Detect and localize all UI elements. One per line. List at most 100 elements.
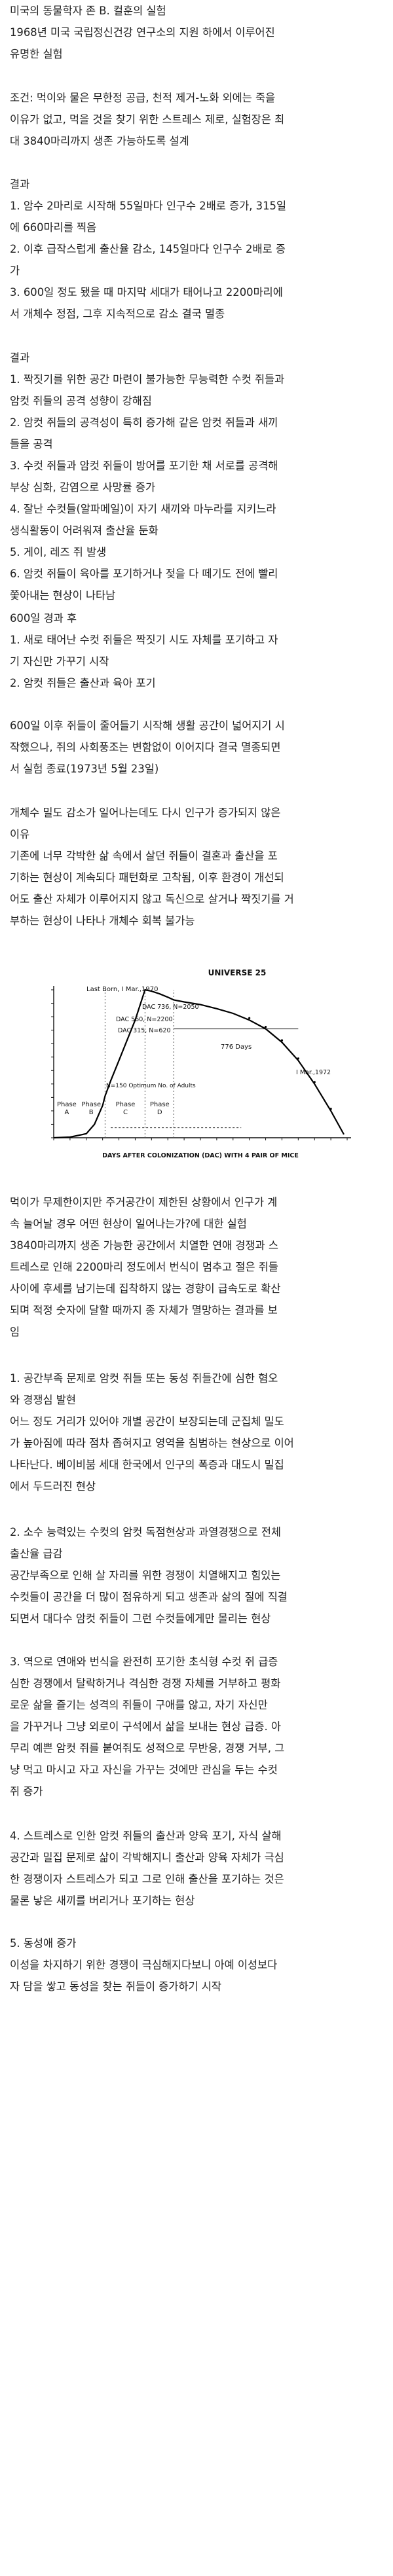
data-point	[280, 1039, 284, 1042]
process-line: 결과	[10, 178, 30, 190]
x-axis-label: DAYS AFTER COLONIZATION (DAC) WITH 4 PAI…	[102, 1152, 299, 1159]
process-line: 1. 암수 2마리로 시작해 55일마다 인구수 2배로 증가, 315일	[10, 200, 287, 212]
data-point	[313, 1081, 316, 1083]
results-line: 6. 암컷 쥐들이 육아를 포기하거나 젖을 다 떼기도 전에 빨리	[10, 568, 278, 580]
results-line: 생식활동이 어려워져 출산율 둔화	[10, 524, 159, 537]
cause1-line: 나타난다. 베이비붐 세대 한국에서 인구의 폭증과 대도시 밀집	[10, 1459, 284, 1471]
ending-line: 서 실험 종료(1973년 5월 23일)	[10, 763, 159, 775]
title-line: 1968년 미국 국립정신건강 연구소의 지원 하에서 이루어진	[10, 26, 275, 39]
cause2-line: 공간부족으로 인해 살 자리를 위한 경쟁이 치열해지고 힘있는	[10, 1569, 281, 1582]
annotation-dac-560: DAC 560, N=2200	[116, 1016, 173, 1023]
cause2-line: 출산율 급감	[10, 1548, 63, 1560]
experiment_meaning-line: 먹이가 무제한이지만 주거공간이 제한된 상황에서 인구가 계	[10, 1196, 278, 1208]
cause3-line: 심한 경쟁에서 탈락하거나 격심한 경쟁 자체를 거부하고 평화	[10, 1677, 281, 1690]
cause5-line: 이성을 차지하기 위한 경쟁이 극심해지다보니 아예 이성보다	[10, 1959, 278, 1971]
results-line: 4. 잘난 수컷들(알파메일)이 자기 새끼와 마누라를 지키느라	[10, 503, 276, 515]
experiment_meaning-line: 사이에 후세를 남기는데 집착하지 않는 경향이 급속도로 확산	[10, 1282, 281, 1295]
experiment_meaning-line: 속 늘어날 경우 어떤 현상이 일어나는가?에 대한 실험	[10, 1218, 247, 1230]
phase-c-label: Phase C	[116, 1101, 136, 1116]
chart-svg: UNIVERSE 25 Last Born, I Mar.,1970 DAC 736…	[51, 968, 351, 1159]
after600-line: 600일 경과 후	[10, 612, 77, 625]
cause4-line: 물론 낳은 새끼를 버리거나 포기하는 현상	[10, 1895, 195, 1907]
process-line: 2. 이후 급작스럽게 출산율 감소, 145일마다 인구수 2배로 증	[10, 243, 286, 255]
universe-25-chart: UNIVERSE 25 Last Born, I Mar.,1970 DAC 736…	[8, 961, 384, 1181]
process-line: 가	[10, 264, 20, 277]
cause1-line: 1. 공간부족 문제로 암컷 쥐들 또는 동성 쥐들간에 심한 혐오	[10, 1372, 278, 1385]
results-line: 결과	[10, 352, 30, 364]
cause5-line: 5. 동성애 증가	[10, 1937, 77, 1950]
beautiful-line: 기존에 너무 각박한 삶 속에서 살던 쥐들이 결혼과 출산을 포	[10, 850, 278, 862]
experiment_meaning-line: 임	[10, 1326, 20, 1338]
ending-line: 600일 이후 쥐들이 줄어들기 시작해 생활 공간이 넓어지기 시	[10, 719, 285, 732]
phase-a-label: Phase A	[57, 1101, 77, 1116]
cause4-line: 한 경쟁이자 스트레스가 되고 그로 인해 출산을 포기하는 것은	[10, 1873, 284, 1885]
population-line	[53, 989, 345, 1139]
beautiful-line: 어도 출산 자체가 이루어지지 않고 독신으로 살거나 짝짓기를 거	[10, 893, 294, 905]
cause4-line: 공간과 밀집 문제로 삶이 각박해지니 출산과 양육 자체가 극심	[10, 1851, 284, 1864]
beautiful-line: 개체수 밀도 감소가 일어나는데도 다시 인구가 증가되지 않은	[10, 807, 281, 819]
cause3-line: 을 가꾸거나 그냥 외로이 구석에서 삶을 보내는 현상 급증. 아	[10, 1720, 282, 1733]
phase-d-label: Phase D	[150, 1101, 170, 1116]
cause3-line: 냥 먹고 마시고 자고 자신을 가꾸는 것에만 관심을 두는 수컷	[10, 1764, 278, 1776]
experiment_meaning-line: 되며 적정 숫자에 달할 때까지 종 자체가 멸망하는 결과를 보	[10, 1304, 278, 1316]
annotation-mar-1972: I Mar.,1972	[296, 1069, 331, 1076]
results-line: 3. 수컷 쥐들과 암컷 쥐들이 방어를 포기한 채 서로를 공격해	[10, 460, 278, 472]
conditions-line: 대 3840마리까지 생존 가능하도록 설계	[10, 135, 189, 147]
data-point	[264, 1025, 267, 1028]
process-line: 에 660마리를 찍음	[10, 221, 97, 234]
cause5-line: 자 담을 쌓고 동성을 찾는 쥐들이 증가하기 시작	[10, 1980, 221, 1993]
cause3-line: 3. 역으로 연애와 번식을 완전히 포기한 초식형 수컷 쥐 급증	[10, 1656, 278, 1668]
results-line: 2. 암컷 쥐들의 공격성이 특히 증가해 같은 암컷 쥐들과 새끼	[10, 416, 278, 429]
beautiful-line: 기하는 현상이 계속되다 패턴화로 고착됨, 이후 환경이 개선되	[10, 871, 284, 884]
results-line: 암컷 쥐들의 공격 성향이 강해짐	[10, 395, 152, 407]
results-line: 1. 짝짓기를 위한 공간 마련이 불가능한 무능력한 수컷 쥐들과	[10, 373, 285, 386]
data-point	[329, 1108, 332, 1110]
cause1-line: 가 높아짐에 따라 점차 좁혀지고 영역을 침범하는 현상으로 이어	[10, 1437, 294, 1449]
cause2-line: 되면서 대다수 암컷 쥐들이 그런 수컷들에게만 몰리는 현상	[10, 1612, 271, 1625]
conditions-line: 조건: 먹이와 물은 무한정 공급, 천적 제거-노화 외에는 죽을	[10, 92, 276, 104]
annotation-dac-315: DAC 315, N=620	[118, 1027, 171, 1034]
results-line: 5. 게이, 레즈 쥐 발생	[10, 546, 107, 558]
after-600-days: 600일 경과 후 1. 새로 태어난 수컷 쥐들은 짝짓기 시도 자체를 포기하…	[10, 608, 386, 694]
chart-title: UNIVERSE 25	[208, 968, 267, 977]
data-point	[297, 1057, 299, 1060]
results-line: 부상 심화, 감염으로 사망률 증가	[10, 481, 156, 494]
after600-line: 1. 새로 태어난 수컷 쥐들은 짝짓기 시도 자체를 포기하고 자	[10, 634, 278, 646]
cause1-line: 에서 두드러진 현상	[10, 1480, 96, 1493]
cause4-line: 4. 스트레스로 인한 암컷 쥐들의 출산과 양육 포기, 자식 살해	[10, 1830, 282, 1842]
annotation-optimum: N=150 Optimum No. of Adults	[106, 1083, 196, 1089]
results-line: 쫓아내는 현상이 나타남	[10, 589, 116, 602]
cause3-line: 로운 삶을 즐기는 성격의 쥐들이 구애를 않고, 자기 자신만	[10, 1699, 268, 1711]
ending-line: 작했으나, 쥐의 사회풍조는 변함없이 이어지다 결국 멸종되면	[10, 741, 281, 753]
annotation-776-days: 776 Days	[221, 1043, 252, 1051]
cause3-line: 무리 예쁜 암컷 쥐를 붙여줘도 성적으로 무반응, 경쟁 거부, 그	[10, 1742, 285, 1754]
annotation-dac-736: DAC 736, N=2050	[142, 1004, 199, 1011]
data-point	[248, 1017, 251, 1019]
after600-line: 기 자신만 가꾸기 시작	[10, 655, 109, 668]
title-line: 유명한 실험	[10, 48, 63, 60]
phase-b-label: Phase B	[81, 1101, 101, 1116]
experiment_meaning-line: 3840마리까지 생존 가능한 공간에서 치열한 연애 경쟁과 스	[10, 1239, 278, 1252]
cause1-line: 와 경쟁심 발현	[10, 1394, 76, 1406]
results-line: 들을 공격	[10, 438, 53, 450]
cause2-line: 2. 소수 능력있는 수컷의 암컷 독점현상과 과열경쟁으로 전체	[10, 1526, 282, 1538]
cause1-line: 어느 정도 거리가 있어야 개별 공간이 보장되는데 군집체 밀도	[10, 1415, 284, 1428]
title-line: 미국의 동물학자 존 B. 컬훈의 실험	[10, 5, 166, 17]
process-line: 3. 600일 정도 됐을 때 마지막 세대가 태어나고 2200마리에	[10, 286, 283, 299]
intro-title: 미국의 동물학자 존 B. 컬훈의 실험 1968년 미국 국립정신건강 연구소의…	[10, 0, 386, 65]
conditions-line: 이유가 없고, 먹을 것을 찾기 위한 스트레스 제로, 실험장은 최	[10, 113, 285, 126]
annotation-last-born: Last Born, I Mar.,1970	[86, 986, 159, 993]
experiment_meaning-line: 트레스로 인해 2200마리 정도에서 번식이 멈추고 절은 쥐들	[10, 1261, 278, 1273]
cause2-line: 수컷들이 공간을 더 많이 점유하게 되고 생존과 삶의 질에 직결	[10, 1591, 288, 1603]
